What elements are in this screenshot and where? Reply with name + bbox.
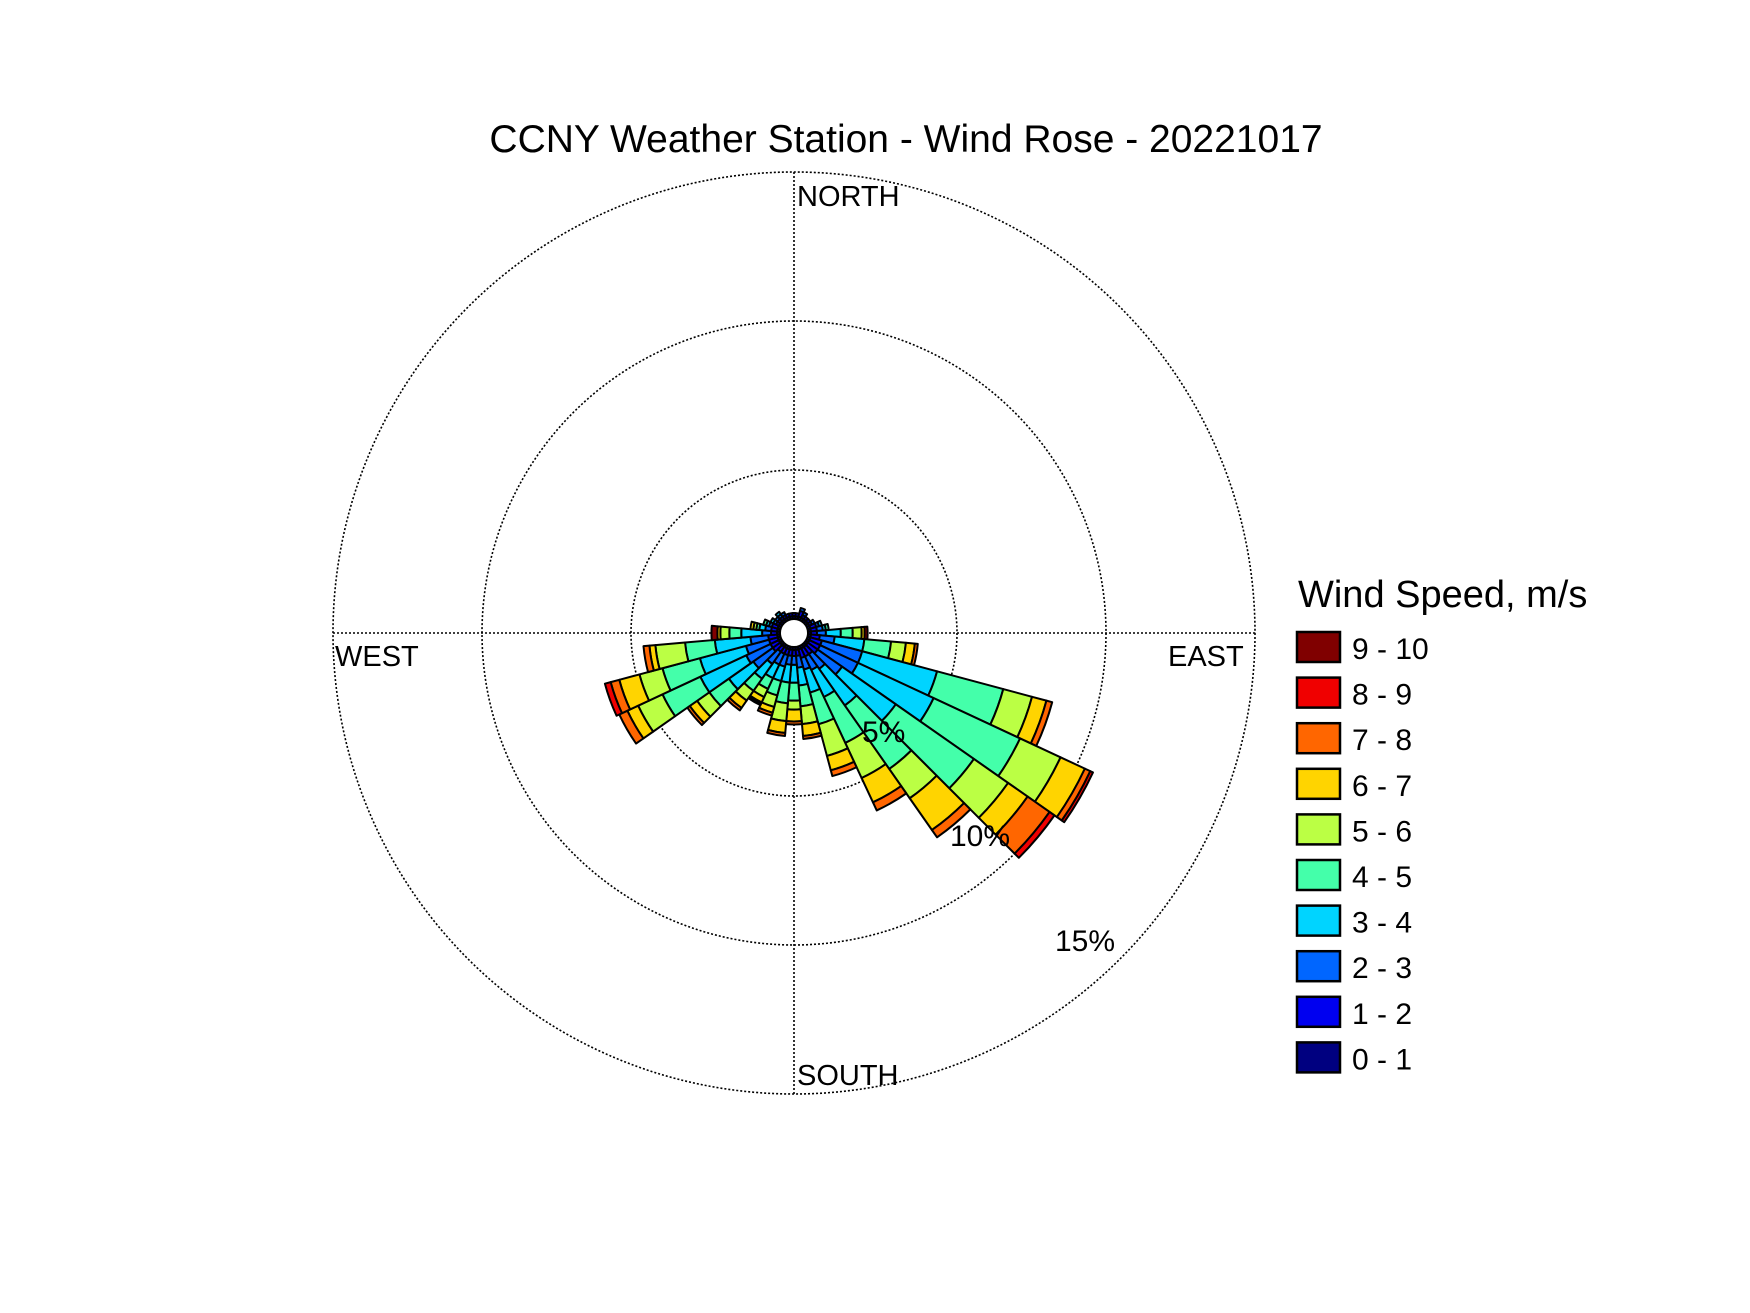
sector-300-bin-3 [769, 617, 777, 625]
sector-30-bin-2 [801, 611, 809, 618]
sector-200-bin-7 [756, 706, 774, 717]
sector-290-bin-4 [762, 618, 769, 627]
sector-90-bin-9 [863, 625, 869, 641]
sector-280-bin-6 [749, 620, 756, 631]
legend-swatch [1295, 949, 1342, 983]
sector-20-bin-2 [798, 606, 806, 614]
sector-180-bin-5 [786, 699, 802, 711]
sector-150-bin-7 [871, 785, 908, 812]
legend-label: 8 - 9 [1352, 679, 1412, 712]
wind-sectors [603, 606, 1094, 859]
sector-260-bin-7 [642, 644, 655, 674]
sector-270-bin-9 [710, 624, 719, 642]
legend-label: 4 - 5 [1352, 861, 1412, 894]
legend-label: 3 - 4 [1352, 907, 1412, 940]
sector-160-bin-7 [829, 760, 858, 778]
sector-180-bin-7 [785, 720, 803, 726]
legend-swatch [1295, 676, 1342, 709]
sector-350-bin-1 [787, 612, 794, 618]
ring-label-5: 5% [862, 716, 905, 749]
legend-label: 9 - 10 [1352, 633, 1429, 666]
legend: Wind Speed, m/s 9 - 10 8 - 9 7 - 8 6 - 7 5 -… [1295, 574, 1587, 1076]
legend-swatch [1295, 904, 1342, 937]
legend-swatch [1295, 630, 1342, 664]
sector-180-bin-6 [785, 708, 803, 723]
sector-120-bin-8 [1060, 770, 1094, 824]
legend-swatch [1295, 813, 1342, 846]
legend-label: 0 - 1 [1352, 1043, 1412, 1076]
legend-label: 1 - 2 [1352, 998, 1412, 1031]
chart-title: CCNY Weather Station - Wind Rose - 20221… [489, 118, 1322, 161]
sector-130-bin-8 [1013, 810, 1056, 859]
sector-320-bin-3 [774, 610, 782, 618]
center-hole [779, 618, 809, 648]
legend-title: Wind Speed, m/s [1298, 574, 1587, 616]
legend-label: 2 - 3 [1352, 952, 1412, 985]
legend-swatch [1295, 767, 1342, 801]
ring-label-15: 15% [1055, 925, 1115, 958]
sector-330-bin-2 [779, 611, 787, 618]
legend-swatch [1295, 858, 1342, 892]
legend-label: 6 - 7 [1352, 770, 1412, 803]
sector-270-bin-4 [728, 626, 743, 640]
ring-label-10: 10% [950, 820, 1010, 853]
sector-190-bin-7 [766, 728, 787, 738]
sector-250-bin-8 [603, 681, 623, 717]
legend-swatch [1295, 721, 1342, 755]
sector-170-bin-7 [802, 731, 823, 740]
label-north: NORTH [797, 181, 900, 213]
sector-270-bin-5 [719, 625, 731, 641]
legend-swatch [1295, 1041, 1342, 1074]
label-west: WEST [335, 641, 419, 673]
legend-label: 7 - 8 [1352, 724, 1412, 757]
legend-label: 5 - 6 [1352, 815, 1412, 848]
sector-90-bin-5 [851, 626, 863, 640]
sector-140-bin-7 [930, 802, 972, 839]
legend-swatch [1295, 995, 1342, 1029]
label-south: SOUTH [797, 1060, 899, 1092]
label-east: EAST [1168, 641, 1244, 673]
